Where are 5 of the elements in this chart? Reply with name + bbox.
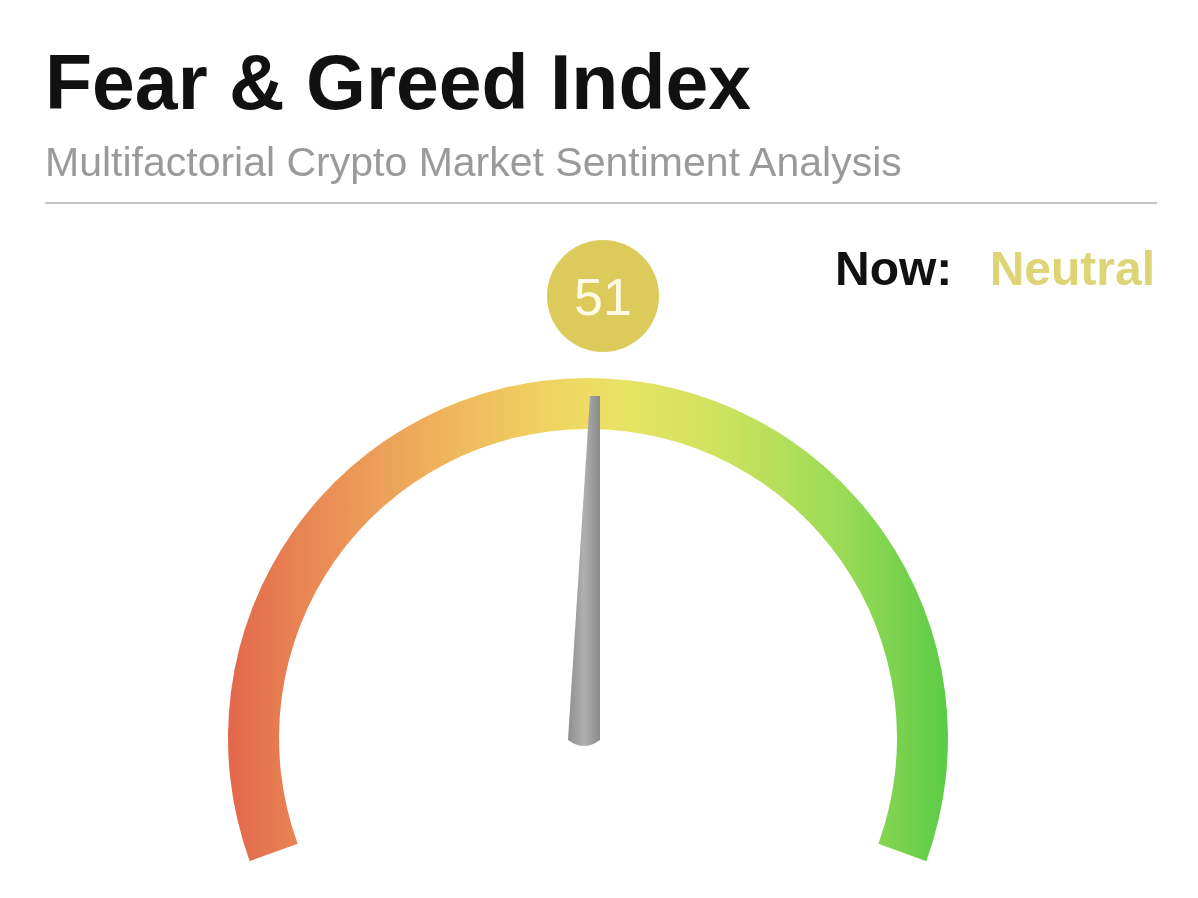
text: Neutral <box>989 242 1155 295</box>
text: Now: <box>835 242 953 295</box>
data-label: 51 <box>574 267 632 326</box>
text: Fear & Greed Index <box>45 39 752 125</box>
text: Multifactorial Crypto Market Sentiment Analysis <box>45 139 902 185</box>
